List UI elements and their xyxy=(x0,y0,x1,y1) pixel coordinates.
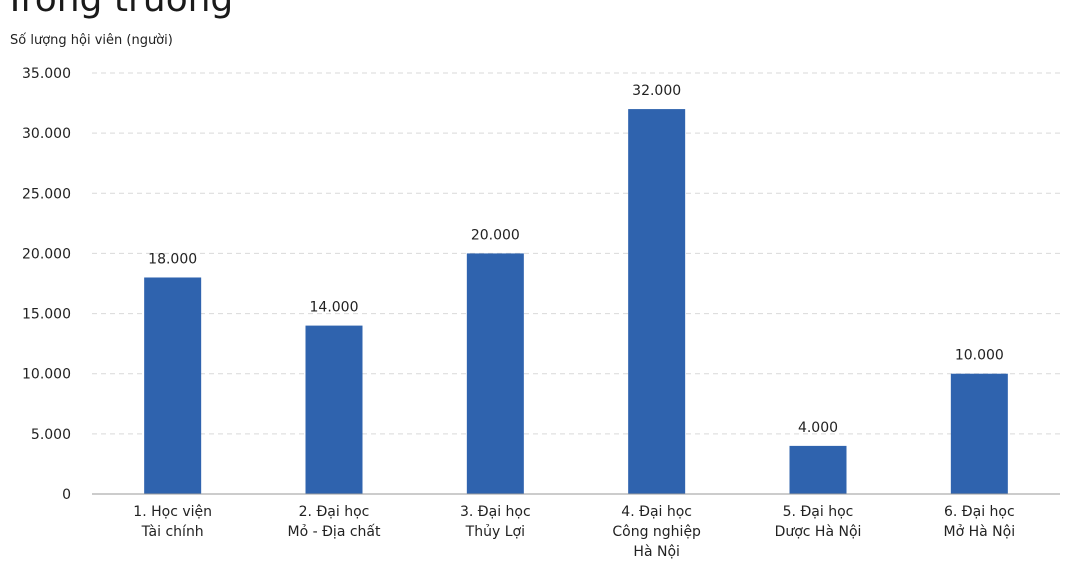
category-label-line: 2. Đại học xyxy=(299,504,370,520)
category-label: 2. Đại học Mỏ - Địa chất xyxy=(287,504,381,540)
category-label-line: 6. Đại học xyxy=(944,504,1015,520)
category-label-line: Mở Hà Nội xyxy=(944,524,1016,540)
category-label-line: Thủy Lợi xyxy=(465,524,525,540)
category-label: 6. Đại học Mở Hà Nội xyxy=(944,504,1016,540)
value-label: 20.000 xyxy=(471,227,520,243)
top-partial-text-area: Trong trường xyxy=(0,0,1071,22)
bar xyxy=(950,373,1008,494)
value-label: 10.000 xyxy=(955,348,1004,364)
category-label-line: Hà Nội xyxy=(633,544,679,560)
y-tick-label: 20.000 xyxy=(22,246,71,262)
bar xyxy=(305,325,363,494)
y-tick-label: 35.000 xyxy=(22,66,71,82)
value-labels: 18.000 14.000 20.000 32.000 4.000 10.000 xyxy=(148,83,1004,436)
y-tick-label: 30.000 xyxy=(22,126,71,142)
category-label-line: 1. Học viện xyxy=(133,504,212,520)
bar xyxy=(144,277,202,494)
y-tick-label: 25.000 xyxy=(22,186,71,202)
bar xyxy=(466,253,524,494)
y-tick-labels: 0 5.000 10.000 15.000 20.000 25.000 30.000 35.0… xyxy=(22,66,71,503)
value-label: 4.000 xyxy=(798,420,838,436)
category-label-line: Dược Hà Nội xyxy=(775,524,862,540)
category-label: 4. Đại học Công nghiệp Hà Nội xyxy=(612,504,701,560)
bars xyxy=(144,109,1008,494)
bar xyxy=(628,109,686,494)
y-axis-label: Số lượng hội viên (người) xyxy=(10,33,173,48)
category-label-line: 4. Đại học xyxy=(621,504,692,520)
bar xyxy=(789,445,847,494)
y-tick-label: 5.000 xyxy=(31,427,71,443)
category-label-line: Tài chính xyxy=(141,524,204,540)
category-label: 5. Đại học Dược Hà Nội xyxy=(775,504,862,540)
category-label-line: Mỏ - Địa chất xyxy=(287,524,381,540)
top-partial-text: Trong trường xyxy=(4,0,233,20)
category-labels: 1. Học viện Tài chính 2. Đại học Mỏ - Địa c… xyxy=(133,504,1015,560)
value-label: 14.000 xyxy=(310,300,359,316)
y-tick-label: 10.000 xyxy=(22,367,71,383)
category-label-line: 5. Đại học xyxy=(783,504,854,520)
y-tick-label: 15.000 xyxy=(22,307,71,323)
value-label: 18.000 xyxy=(148,251,197,267)
category-label-line: Công nghiệp xyxy=(612,524,701,540)
category-label: 1. Học viện Tài chính xyxy=(133,504,212,540)
category-label-line: 3. Đại học xyxy=(460,504,531,520)
y-tick-label: 0 xyxy=(62,487,71,503)
category-label: 3. Đại học Thủy Lợi xyxy=(460,504,531,540)
gridlines xyxy=(92,72,1060,435)
value-label: 32.000 xyxy=(632,83,681,99)
